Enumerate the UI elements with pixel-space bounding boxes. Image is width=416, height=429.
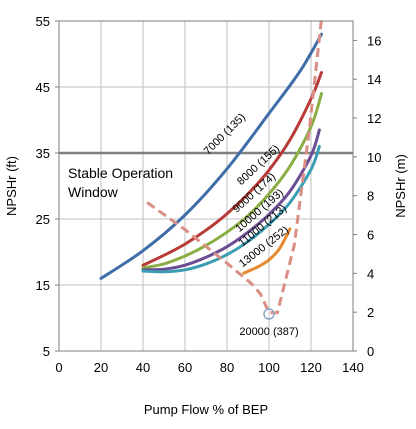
x-axis-label: Pump Flow % of BEP xyxy=(144,402,268,417)
axis-layer: 0 20 40 60 80 100 120 140 5 15 25 35 45 55 0 2 4 6 8 10 12 14… xyxy=(36,14,382,375)
y-right-tick-label: 6 xyxy=(367,228,374,243)
series-layer xyxy=(99,32,323,280)
y-right-tick-label: 4 xyxy=(367,266,374,281)
y-axis-label-left: NPSHr (ft) xyxy=(4,156,19,216)
x-tick-label: 60 xyxy=(178,360,192,375)
y-right-tick-label: 14 xyxy=(367,72,381,87)
plot-area xyxy=(59,21,353,351)
bep-marker xyxy=(263,308,275,320)
annotation-line-2: Window xyxy=(68,184,119,200)
x-tick-label: 0 xyxy=(55,360,62,375)
y-left-tick-label: 45 xyxy=(36,80,50,95)
series-curve-3 xyxy=(141,128,321,272)
y-axis-label-right: NPSHr (m) xyxy=(393,154,408,218)
x-tick-label: 80 xyxy=(220,360,234,375)
dashed-curve-layer xyxy=(146,18,323,315)
y-left-tick-label: 35 xyxy=(36,146,50,161)
y-right-tick-label: 12 xyxy=(367,111,381,126)
y-left-tick-label: 55 xyxy=(36,14,50,29)
dashed-series-label: 20000 (387) xyxy=(239,326,298,338)
x-tick-label: 100 xyxy=(258,360,280,375)
series-curve-1 xyxy=(141,71,323,267)
series-curve-2 xyxy=(141,92,323,270)
x-tick-label: 140 xyxy=(342,360,364,375)
y-right-tick-label: 10 xyxy=(367,150,381,165)
series-curve-5 xyxy=(242,227,292,275)
annotation-line-1: Stable Operation xyxy=(68,165,173,181)
series-curve-0 xyxy=(99,32,323,280)
x-tick-label: 120 xyxy=(300,360,322,375)
y-left-tick-label: 25 xyxy=(36,212,50,227)
plot-frame xyxy=(58,20,354,352)
y-right-tick-label: 0 xyxy=(367,344,374,359)
series-curve-4 xyxy=(141,144,321,274)
y-right-tick-label: 8 xyxy=(367,189,374,204)
y-right-tick-label: 2 xyxy=(367,305,374,320)
y-right-tick-label: 16 xyxy=(367,33,381,48)
y-left-tick-label: 5 xyxy=(43,344,50,359)
x-tick-label: 40 xyxy=(136,360,150,375)
x-tick-label: 20 xyxy=(94,360,108,375)
y-left-tick-label: 15 xyxy=(36,278,50,293)
dashed-curve xyxy=(146,18,323,315)
